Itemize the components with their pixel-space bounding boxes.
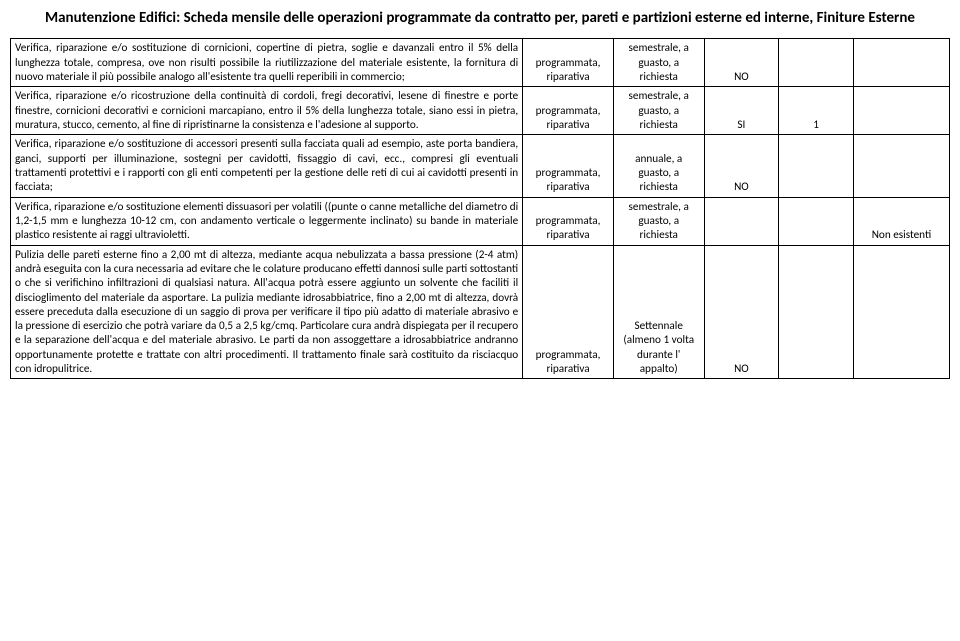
cell-frequency: Settennale (almeno 1 volta durante l' ap… xyxy=(613,245,704,379)
operations-table: Verifica, riparazione e/o sostituzione d… xyxy=(10,38,950,379)
cell-frequency: annuale, a guasto, a richiesta xyxy=(613,135,704,197)
cell-type: programmata, riparativa xyxy=(523,245,614,379)
cell-description: Pulizia delle pareti esterne fino a 2,00… xyxy=(11,245,523,379)
cell-note xyxy=(853,39,949,87)
table-row: Pulizia delle pareti esterne fino a 2,00… xyxy=(11,245,950,379)
cell-type: programmata, riparativa xyxy=(523,87,614,135)
cell-count: 1 xyxy=(779,87,854,135)
table-body: Verifica, riparazione e/o sostituzione d… xyxy=(11,39,950,379)
cell-description: Verifica, riparazione e/o sostituzione d… xyxy=(11,135,523,197)
cell-flag xyxy=(704,197,779,245)
cell-flag: NO xyxy=(704,135,779,197)
table-row: Verifica, riparazione e/o sostituzione d… xyxy=(11,135,950,197)
cell-description: Verifica, riparazione e/o sostituzione d… xyxy=(11,39,523,87)
table-row: Verifica, riparazione e/o sostituzione e… xyxy=(11,197,950,245)
cell-frequency: semestrale, a guasto, a richiesta xyxy=(613,87,704,135)
cell-frequency: semestrale, a guasto, a richiesta xyxy=(613,39,704,87)
cell-note xyxy=(853,245,949,379)
table-row: Verifica, riparazione e/o ricostruzione … xyxy=(11,87,950,135)
cell-flag: SI xyxy=(704,87,779,135)
cell-count xyxy=(779,135,854,197)
cell-count xyxy=(779,245,854,379)
cell-type: programmata, riparativa xyxy=(523,197,614,245)
document-page: Manutenzione Edifici: Scheda mensile del… xyxy=(0,0,960,399)
cell-note xyxy=(853,87,949,135)
cell-flag: NO xyxy=(704,39,779,87)
table-row: Verifica, riparazione e/o sostituzione d… xyxy=(11,39,950,87)
cell-frequency: semestrale, a guasto, a richiesta xyxy=(613,197,704,245)
page-title: Manutenzione Edifici: Scheda mensile del… xyxy=(10,8,950,28)
cell-type: programmata, riparativa xyxy=(523,39,614,87)
cell-note xyxy=(853,135,949,197)
cell-count xyxy=(779,197,854,245)
cell-count xyxy=(779,39,854,87)
cell-flag: NO xyxy=(704,245,779,379)
cell-description: Verifica, riparazione e/o ricostruzione … xyxy=(11,87,523,135)
cell-description: Verifica, riparazione e/o sostituzione e… xyxy=(11,197,523,245)
cell-note: Non esistenti xyxy=(853,197,949,245)
cell-type: programmata, riparativa xyxy=(523,135,614,197)
